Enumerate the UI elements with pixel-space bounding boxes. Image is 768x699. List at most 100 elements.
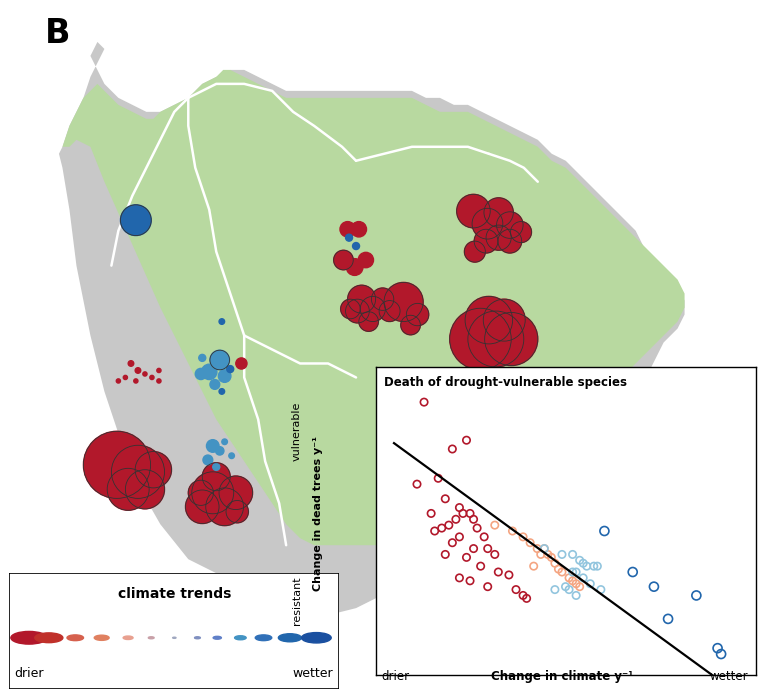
Point: [506, 526, 518, 537]
Point: [432, 473, 445, 484]
Circle shape: [302, 633, 331, 643]
Point: [453, 502, 465, 513]
Point: [521, 593, 533, 604]
Circle shape: [214, 636, 221, 639]
Circle shape: [450, 308, 511, 370]
Circle shape: [157, 379, 161, 383]
Circle shape: [227, 366, 233, 373]
Circle shape: [401, 315, 420, 335]
Point: [570, 566, 582, 577]
Circle shape: [359, 312, 379, 331]
Circle shape: [135, 368, 141, 373]
Circle shape: [116, 379, 121, 383]
Circle shape: [210, 350, 230, 370]
Point: [647, 581, 660, 592]
Point: [531, 543, 544, 554]
Point: [559, 581, 571, 592]
Circle shape: [207, 440, 219, 452]
Circle shape: [341, 299, 360, 319]
Circle shape: [353, 243, 359, 250]
Circle shape: [468, 311, 524, 367]
Circle shape: [94, 635, 109, 640]
Point: [591, 561, 604, 572]
Circle shape: [192, 472, 233, 514]
Circle shape: [186, 490, 219, 524]
Circle shape: [219, 389, 224, 394]
Point: [598, 526, 611, 537]
Text: B: B: [45, 17, 71, 50]
Circle shape: [134, 379, 138, 383]
Circle shape: [125, 470, 164, 509]
Point: [468, 543, 480, 554]
Circle shape: [150, 375, 154, 380]
Circle shape: [474, 229, 498, 253]
Point: [488, 549, 501, 560]
Point: [627, 566, 639, 577]
Circle shape: [84, 431, 151, 498]
Point: [545, 552, 558, 563]
Point: [556, 566, 568, 577]
Point: [439, 549, 452, 560]
Point: [460, 552, 472, 563]
Point: [588, 561, 600, 572]
Circle shape: [249, 599, 288, 638]
Circle shape: [194, 637, 200, 639]
Circle shape: [124, 375, 127, 380]
Circle shape: [483, 299, 525, 341]
Point: [538, 543, 551, 554]
Text: wetter: wetter: [293, 667, 333, 680]
Text: Death of drought-vulnerable species: Death of drought-vulnerable species: [384, 376, 627, 389]
Circle shape: [384, 282, 423, 322]
Point: [435, 522, 448, 533]
Point: [517, 531, 529, 542]
Circle shape: [188, 480, 214, 505]
Point: [411, 479, 423, 490]
Circle shape: [346, 234, 353, 241]
Point: [570, 578, 582, 589]
Circle shape: [351, 222, 366, 237]
Circle shape: [379, 301, 400, 322]
Circle shape: [203, 455, 213, 465]
Circle shape: [465, 296, 512, 344]
Circle shape: [358, 252, 373, 268]
Circle shape: [486, 225, 511, 250]
Point: [538, 543, 551, 554]
Circle shape: [465, 241, 485, 262]
Circle shape: [472, 208, 503, 239]
Point: [482, 543, 494, 554]
Point: [464, 508, 476, 519]
Point: [528, 561, 540, 572]
Point: [450, 514, 462, 525]
Point: [549, 558, 561, 569]
Text: drier: drier: [15, 667, 44, 680]
Point: [517, 590, 529, 601]
Circle shape: [348, 285, 376, 313]
Circle shape: [268, 590, 302, 624]
Text: Change in climate y⁻¹: Change in climate y⁻¹: [491, 670, 633, 683]
Point: [584, 578, 597, 589]
Circle shape: [202, 463, 230, 491]
Circle shape: [173, 637, 176, 638]
Point: [453, 531, 465, 542]
Circle shape: [406, 303, 429, 326]
Text: resistant: resistant: [292, 576, 302, 625]
Circle shape: [121, 205, 151, 236]
Point: [535, 549, 547, 560]
Circle shape: [333, 250, 353, 270]
Circle shape: [255, 635, 272, 641]
Circle shape: [210, 380, 220, 389]
Point: [453, 572, 465, 584]
Circle shape: [457, 194, 490, 228]
Point: [567, 566, 579, 577]
Point: [541, 549, 554, 560]
Point: [577, 572, 589, 584]
Circle shape: [372, 288, 394, 310]
Point: [475, 561, 487, 572]
Point: [574, 555, 586, 566]
Circle shape: [229, 453, 234, 459]
Circle shape: [346, 259, 363, 275]
Point: [460, 435, 472, 446]
Circle shape: [11, 631, 47, 644]
Circle shape: [111, 445, 164, 498]
Point: [478, 531, 490, 542]
